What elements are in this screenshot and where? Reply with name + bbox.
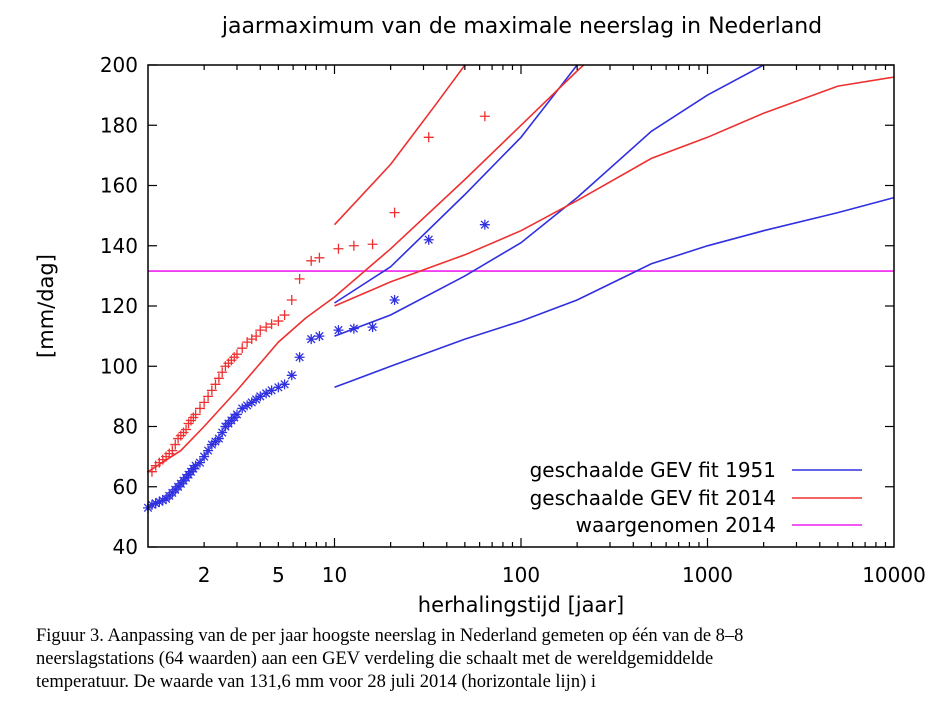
- y-tick-label: 200: [100, 53, 138, 77]
- observed-1951-point: [286, 370, 297, 381]
- caption-line-3: temperatuur. De waarde van 131,6 mm voor…: [36, 672, 596, 692]
- observed-1951-point: [217, 427, 228, 438]
- observed-1951-point: [246, 397, 257, 408]
- observed-2014-point: [203, 391, 214, 402]
- y-tick-label: 60: [113, 475, 138, 499]
- fit-2014-central-line: [148, 65, 585, 473]
- observed-1951-point: [190, 460, 201, 471]
- x-tick-label: 1000: [682, 563, 733, 587]
- observed-2014-point: [261, 322, 272, 333]
- observed-2014-point: [251, 331, 262, 342]
- observed-2014-point: [294, 273, 305, 284]
- x-axis-label: herhalingstijd [jaar]: [418, 593, 624, 617]
- plot-lines: [148, 65, 894, 473]
- observed-1951-point: [203, 445, 214, 456]
- observed-1951-point: [314, 331, 325, 342]
- y-tick-label: 40: [113, 535, 138, 559]
- fit-1951-central-line: [334, 65, 764, 337]
- chart-title: jaarmaximum van de maximale neerslag in …: [221, 14, 822, 39]
- y-tick-label: 160: [100, 174, 138, 198]
- observed-2014-point: [266, 319, 277, 330]
- x-tick-label: 2: [198, 563, 211, 587]
- observed-2014-point: [273, 316, 284, 327]
- caption-line-1: Figuur 3. Aanpassing van de per jaar hoo…: [36, 626, 744, 646]
- observed-1951-point: [423, 234, 434, 245]
- y-tick-label: 180: [100, 113, 138, 137]
- observed-2014-point: [231, 349, 242, 360]
- fit-1951-upper-line: [334, 65, 578, 304]
- observed-2014-point: [423, 132, 434, 143]
- legend-label: geschaalde GEV fit 2014: [530, 486, 776, 510]
- chart: jaarmaximum van de maximale neerslag in …: [34, 14, 926, 617]
- observed-2014-point: [389, 207, 400, 218]
- observed-1951-point: [266, 385, 277, 396]
- observed-1951-point: [389, 294, 400, 305]
- observed-2014-point: [348, 240, 359, 251]
- observed-1951-point: [273, 382, 284, 393]
- fit-2014-upper-line: [333, 65, 466, 226]
- legend-label: waargenomen 2014: [576, 513, 776, 537]
- observed-2014-point: [190, 409, 201, 420]
- observed-2014-point: [333, 243, 344, 254]
- legend: geschaalde GEV fit 1951 geschaalde GEV fi…: [530, 458, 862, 537]
- observed-2014-point: [213, 373, 224, 384]
- observed-2014-point: [279, 310, 290, 321]
- observed-1951-point: [154, 496, 165, 507]
- x-axis: 2 5 10 100 1000 10000: [198, 65, 926, 587]
- observed-1951-point: [242, 400, 253, 411]
- observed-2014-point: [210, 379, 221, 390]
- observed-1951-point: [348, 323, 359, 334]
- observed-1951-point: [237, 403, 248, 414]
- observed-1951-point: [251, 394, 262, 405]
- observed-1951-point: [157, 495, 168, 506]
- observed-2014-point: [286, 294, 297, 305]
- y-tick-label: 140: [100, 234, 138, 258]
- legend-label: geschaalde GEV fit 1951: [530, 458, 776, 482]
- observed-1951-point: [213, 433, 224, 444]
- observed-2014-point: [217, 367, 228, 378]
- y-tick-label: 120: [100, 294, 138, 318]
- observed-1951-point: [306, 334, 317, 345]
- observed-1951-point: [367, 322, 378, 333]
- observed-1951-point: [279, 379, 290, 390]
- observed-1951-point: [150, 498, 161, 509]
- observed-1951-point: [194, 457, 205, 468]
- observed-2014-point: [206, 385, 217, 396]
- fit-2014-lower-line: [334, 76, 894, 307]
- x-tick-label: 10: [322, 563, 347, 587]
- observed-2014-point: [255, 325, 266, 336]
- y-tick-label: 100: [100, 354, 138, 378]
- observed-2014-point: [237, 343, 248, 354]
- observed-1951-point: [261, 388, 272, 399]
- plot-points: [143, 111, 490, 513]
- y-axis: 40 60 80 100 120 140 160 180 200: [100, 53, 894, 559]
- observed-2014-point: [199, 397, 210, 408]
- observed-2014-point: [167, 445, 178, 456]
- observed-1951-point: [255, 391, 266, 402]
- x-tick-label: 10000: [862, 563, 926, 587]
- observed-2014-point: [194, 403, 205, 414]
- observed-2014-point: [479, 111, 490, 122]
- fit-1951-lower-line: [334, 196, 894, 389]
- observed-1951-point: [146, 499, 157, 510]
- x-tick-label: 100: [502, 563, 540, 587]
- y-tick-label: 80: [113, 415, 138, 439]
- observed-2014-point: [170, 439, 181, 450]
- observed-2014-point: [181, 424, 192, 435]
- observed-2014-point: [306, 255, 317, 266]
- observed-1951-point: [479, 219, 490, 230]
- observed-1951-point: [333, 325, 344, 336]
- observed-2014-point: [367, 239, 378, 250]
- figure-caption: Figuur 3. Aanpassing van de per jaar hoo…: [36, 625, 936, 694]
- y-axis-label: [mm/dag]: [34, 254, 58, 358]
- observed-1951-point: [231, 409, 242, 420]
- caption-line-2: neerslagstations (64 waarden) aan een GE…: [36, 649, 714, 669]
- observed-2014-point: [314, 252, 325, 263]
- observed-1951-point: [199, 451, 210, 462]
- x-tick-label: 5: [272, 563, 285, 587]
- observed-1951-point: [294, 352, 305, 363]
